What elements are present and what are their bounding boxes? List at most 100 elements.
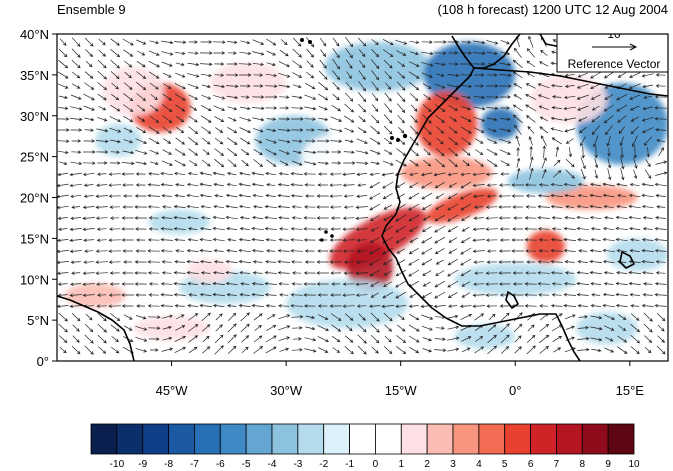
wind-vector — [370, 281, 380, 287]
wind-vector — [384, 335, 392, 343]
wind-vector — [396, 148, 407, 156]
wind-vector — [369, 181, 381, 189]
wind-vector — [212, 303, 225, 308]
colorbar-swatch — [349, 423, 376, 455]
lat-tick-label: 15°N — [20, 231, 49, 246]
wind-vector — [603, 314, 615, 321]
wind-vector — [604, 347, 615, 353]
wind-vector — [472, 304, 486, 308]
wind-vector — [512, 104, 523, 112]
wind-vector — [292, 150, 302, 155]
wind-vector — [528, 136, 533, 146]
wind-vector — [109, 271, 120, 275]
wind-vector — [396, 182, 406, 188]
wind-vector — [84, 249, 94, 253]
wind-vector — [343, 161, 356, 165]
wind-vector — [409, 313, 420, 321]
wind-vector — [514, 124, 522, 135]
wind-vector — [434, 62, 446, 67]
wind-vector — [602, 248, 615, 253]
anomaly-blob — [530, 74, 607, 124]
wind-vector — [174, 171, 186, 176]
wind-vector — [499, 227, 510, 231]
wind-vector — [383, 114, 393, 125]
wind-vector — [82, 216, 96, 221]
wind-vector — [57, 71, 69, 79]
wind-vector — [371, 346, 379, 354]
wind-vector — [371, 70, 380, 81]
wind-vector — [305, 326, 316, 331]
wind-vector — [148, 172, 160, 176]
wind-vector — [590, 94, 601, 100]
wind-vector — [96, 282, 108, 286]
wind-vector — [110, 150, 120, 154]
wind-vector — [213, 204, 225, 209]
wind-vector — [564, 73, 575, 78]
wind-vector — [226, 226, 238, 231]
wind-vector — [199, 237, 212, 242]
reference-vector-label: Reference Vector — [568, 57, 661, 71]
lat-tick-label: 20°N — [20, 191, 49, 206]
colorbar-label: 3 — [450, 459, 456, 470]
wind-vector — [253, 128, 264, 133]
wind-vector — [629, 226, 641, 231]
wind-vector — [266, 159, 277, 167]
wind-vector — [385, 82, 392, 90]
wind-vector — [422, 226, 432, 232]
wind-vector — [422, 104, 432, 113]
wind-vector — [461, 40, 472, 44]
wind-vector — [529, 156, 534, 169]
wind-vector — [629, 248, 640, 253]
wind-vector — [147, 315, 161, 319]
wind-vector — [266, 128, 277, 133]
wind-vector — [433, 304, 446, 309]
wind-vector — [215, 324, 223, 332]
wind-vector — [551, 282, 562, 286]
wind-vector — [577, 347, 590, 352]
wind-vector — [189, 105, 198, 111]
wind-vector — [213, 51, 226, 55]
wind-vector — [563, 292, 576, 297]
wind-vector — [304, 106, 317, 111]
wind-vector — [253, 73, 264, 77]
wind-vector — [58, 48, 68, 58]
wind-vector — [500, 160, 510, 166]
wind-vector — [201, 84, 211, 89]
wind-vector — [563, 95, 576, 100]
wind-vector — [641, 237, 654, 242]
wind-vector — [134, 260, 147, 264]
wind-vector — [134, 216, 147, 220]
wind-vector — [174, 335, 186, 343]
wind-vector — [70, 94, 82, 100]
colorbar-label: 8 — [580, 459, 586, 470]
wind-vector — [369, 258, 381, 266]
wind-vector — [564, 215, 576, 220]
wind-vector — [238, 204, 251, 209]
wind-vector — [317, 336, 329, 343]
wind-vector — [95, 139, 109, 144]
wind-vector — [292, 48, 302, 58]
wind-vector — [499, 84, 512, 88]
wind-vector — [384, 71, 392, 80]
wind-vector — [134, 271, 148, 275]
wind-vector — [108, 172, 121, 176]
wind-vector — [397, 61, 406, 67]
wind-vector — [212, 171, 225, 176]
wind-vector — [292, 95, 303, 100]
wind-vector — [513, 323, 523, 333]
wind-vector — [83, 161, 96, 165]
colorbar-label: 9 — [605, 459, 611, 470]
wind-vector — [421, 247, 433, 255]
wind-vector — [654, 237, 668, 242]
wind-vector — [473, 62, 486, 66]
wind-vector — [96, 227, 107, 231]
wind-vector — [303, 238, 316, 242]
wind-vector — [82, 227, 95, 232]
wind-vector — [97, 293, 107, 297]
wind-vector — [516, 157, 521, 168]
wind-vector — [474, 159, 484, 167]
wind-vector — [225, 204, 238, 209]
wind-vector — [290, 238, 304, 242]
wind-vector — [473, 194, 485, 199]
wind-vector — [632, 135, 638, 148]
